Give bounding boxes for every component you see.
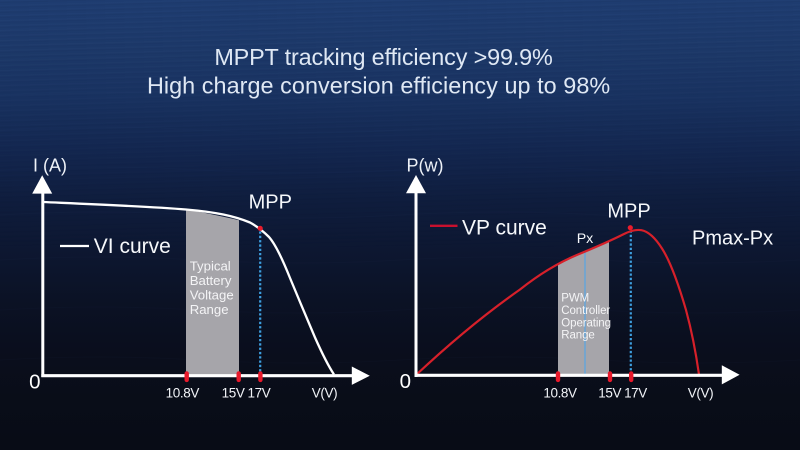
svg-text:V(V): V(V) <box>688 386 713 401</box>
svg-text:Battery: Battery <box>190 273 232 288</box>
svg-text:Range: Range <box>561 330 594 342</box>
svg-text:Range: Range <box>190 302 229 317</box>
svg-text:V(V): V(V) <box>312 386 337 401</box>
svg-text:MPP: MPP <box>249 192 292 214</box>
svg-text:Pmax-Px: Pmax-Px <box>692 228 773 250</box>
svg-text:VP curve: VP curve <box>462 217 547 240</box>
svg-text:15V: 15V <box>598 386 621 401</box>
svg-text:VI curve: VI curve <box>94 235 171 258</box>
svg-text:P(w): P(w) <box>407 156 444 176</box>
svg-text:Typical: Typical <box>190 258 231 273</box>
svg-text:Controller: Controller <box>561 305 610 317</box>
svg-text:MPPT tracking efficiency >99.9: MPPT tracking efficiency >99.9% <box>214 44 552 70</box>
svg-text:High charge conversion efficie: High charge conversion efficiency up to … <box>147 73 610 99</box>
svg-text:17V: 17V <box>247 386 270 401</box>
svg-text:10.8V: 10.8V <box>543 386 577 401</box>
svg-text:Px: Px <box>577 231 594 247</box>
svg-text:17V: 17V <box>624 386 647 401</box>
svg-text:Voltage: Voltage <box>190 287 234 302</box>
svg-text:I (A): I (A) <box>33 156 67 176</box>
svg-text:15V: 15V <box>222 386 245 401</box>
svg-text:10.8V: 10.8V <box>166 386 200 401</box>
svg-text:0: 0 <box>29 371 40 394</box>
svg-text:Operating: Operating <box>561 317 611 329</box>
svg-text:PWM: PWM <box>561 293 589 305</box>
svg-text:0: 0 <box>400 370 411 393</box>
svg-text:MPP: MPP <box>607 201 650 223</box>
